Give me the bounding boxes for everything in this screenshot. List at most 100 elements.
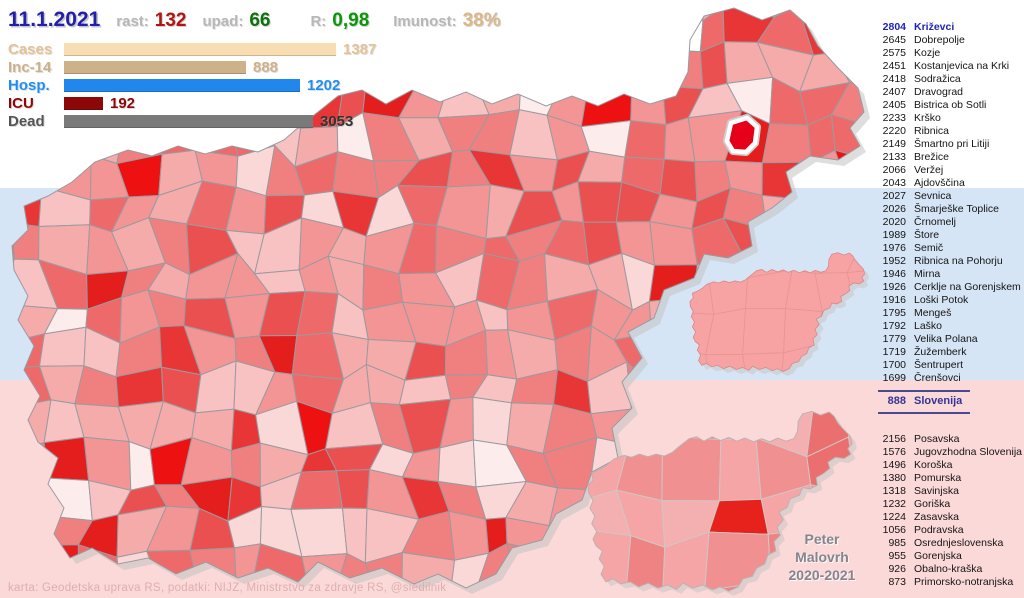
row-value: 1700 xyxy=(882,359,906,371)
municipality-row: 2645 Dobrepolje xyxy=(872,34,1022,47)
row-name: Brežice xyxy=(914,151,950,163)
row-name: Posavska xyxy=(914,433,960,445)
municipality-row: 1946 Mirna xyxy=(872,268,1022,281)
map-cell xyxy=(649,379,707,413)
region-row: 955 Gorenjska xyxy=(872,550,1022,563)
row-value: 2149 xyxy=(882,138,906,150)
bar-label: ICU xyxy=(8,94,34,112)
map-cell xyxy=(436,42,476,79)
map-cell xyxy=(613,8,664,21)
row-name: Sodražica xyxy=(914,73,961,85)
row-name: Šentrupert xyxy=(914,359,964,371)
map-cell xyxy=(12,515,52,547)
stat-label: rast: xyxy=(116,13,149,30)
map-cell xyxy=(661,435,722,502)
municipality-row: 1719 Žužemberk xyxy=(872,346,1022,359)
row-name: Štore xyxy=(914,229,940,241)
slovenia-total-row: 888 Slovenija xyxy=(878,395,970,408)
map-cell xyxy=(718,411,771,441)
stat-label: upad: xyxy=(202,13,244,30)
map-cell xyxy=(807,586,853,592)
bar-row-hosp: Hosp. 1202 xyxy=(8,76,376,94)
map-cell xyxy=(707,269,748,315)
map-cell xyxy=(815,344,860,372)
stat-value: 66 xyxy=(249,10,271,31)
row-name: Goriška xyxy=(914,498,951,510)
row-value: 1916 xyxy=(882,294,906,306)
region-row: 873 Primorsko-notranjska xyxy=(872,576,1022,589)
row-name: Mirna xyxy=(914,268,941,280)
map-cell xyxy=(0,43,8,87)
row-name: Podravska xyxy=(914,524,964,536)
region-ranking-list: 2156 Posavska 1576 Jugovzhodna Slovenija 149… xyxy=(872,433,1022,589)
map-cell xyxy=(662,19,704,53)
row-value: 2043 xyxy=(882,177,906,189)
map-cell xyxy=(660,590,721,592)
bar xyxy=(64,42,336,56)
row-value: 1224 xyxy=(882,511,906,523)
municipality-row: 2043 Ajdovščina xyxy=(872,177,1022,190)
row-name: Sevnica xyxy=(914,190,952,202)
row-name: Osrednjeslovenska xyxy=(914,537,1004,549)
municipality-row: 2451 Kostanjevica na Krki xyxy=(872,60,1022,73)
row-value: 1952 xyxy=(882,255,906,267)
map-cell xyxy=(404,37,451,86)
map-cell xyxy=(803,589,849,598)
row-value: 1779 xyxy=(882,333,906,345)
row-value: 1496 xyxy=(882,459,906,471)
map-cell xyxy=(12,222,15,260)
map-cell xyxy=(12,367,19,407)
row-name: Gorenjska xyxy=(914,550,962,562)
row-name: Ribnica xyxy=(914,125,950,137)
map-cell xyxy=(12,402,19,454)
map-cell xyxy=(336,469,371,509)
bar-row-dead: Dead 3053 xyxy=(8,112,376,130)
row-value: 1232 xyxy=(882,498,906,510)
bar xyxy=(64,78,300,92)
row-value: 2133 xyxy=(882,151,906,163)
municipality-row: 1976 Semič xyxy=(872,242,1022,255)
stat-imunost: Imunost: 38% xyxy=(393,10,500,32)
map-cell xyxy=(0,73,8,121)
row-value: 1795 xyxy=(882,307,906,319)
row-value: 1576 xyxy=(882,446,906,458)
map-cell xyxy=(868,0,920,17)
map-cell xyxy=(437,439,477,488)
map-cell xyxy=(12,186,43,227)
row-value: 2233 xyxy=(882,112,906,124)
map-cell xyxy=(556,8,597,17)
row-value: 2418 xyxy=(882,73,906,85)
row-name: Šmartno pri Litiji xyxy=(914,138,990,150)
municipality-row: 2220 Ribnica xyxy=(872,125,1022,138)
map-cell xyxy=(849,8,864,18)
municipality-row: 2026 Šmarješke Toplice xyxy=(872,203,1022,216)
map-cell xyxy=(513,580,547,588)
row-name: Obalno-kraška xyxy=(914,563,983,575)
row-name: Žužemberk xyxy=(914,346,967,358)
row-name: Mengeš xyxy=(914,307,952,319)
row-value: 955 xyxy=(888,550,906,562)
credit-line1: Peter xyxy=(804,531,840,547)
municipality-row: 2405 Bistrica ob Sotli xyxy=(872,99,1022,112)
municipality-row: 1916 Loški Potok xyxy=(872,294,1022,307)
municipality-row: 1700 Šentrupert xyxy=(872,359,1022,372)
map-cell xyxy=(12,146,23,203)
bar-value: 1387 xyxy=(343,40,377,58)
row-name: Laško xyxy=(914,320,943,332)
row-name: Veržej xyxy=(914,164,944,176)
stats-container: rast: 132 upad: 66 R: 0,98 Imunost: 38% xyxy=(100,10,500,32)
bar-row-inc14: Inc-14 888 xyxy=(8,58,376,76)
map-cell xyxy=(12,517,20,562)
map-cell xyxy=(660,8,704,22)
row-value: 2405 xyxy=(882,99,906,111)
municipality-row: 1926 Cerklje na Gorenjskem xyxy=(872,281,1022,294)
stat-value: 0,98 xyxy=(332,10,370,31)
row-name: Šmarješke Toplice xyxy=(914,203,1000,215)
municipality-row: 1795 Mengeš xyxy=(872,307,1022,320)
stat-label: R: xyxy=(310,13,327,30)
map-cell xyxy=(12,333,45,370)
region-row: 1318 Savinjska xyxy=(872,485,1022,498)
slovenia-total-value: 888 xyxy=(887,395,906,407)
credit-line2: Malovrh xyxy=(795,549,849,565)
stat-rast: rast: 132 xyxy=(116,10,186,32)
